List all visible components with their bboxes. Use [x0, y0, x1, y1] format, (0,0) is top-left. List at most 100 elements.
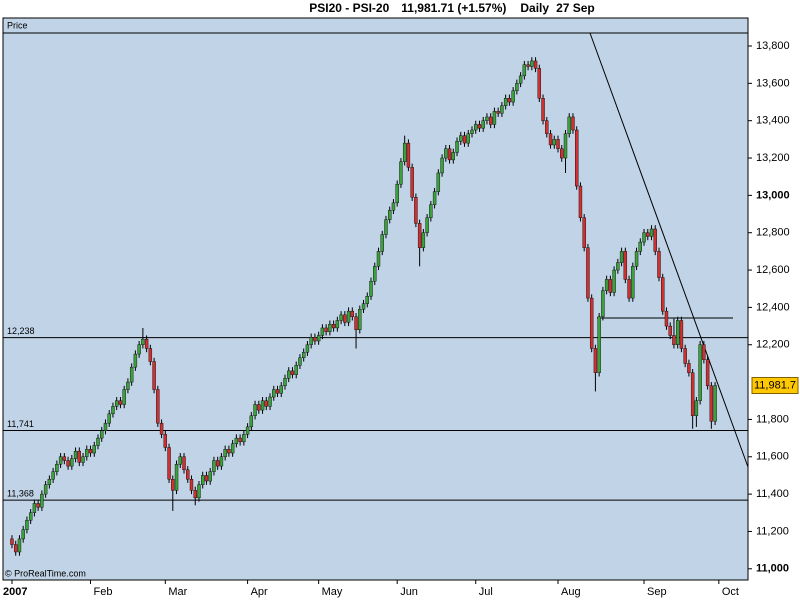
- candle-body: [245, 426, 250, 435]
- candle-body: [709, 385, 714, 422]
- candle-body: [668, 325, 672, 336]
- y-tick-label: 12,400: [756, 301, 790, 313]
- candle-body: [197, 484, 201, 499]
- candle-body: [642, 232, 646, 243]
- candle-body: [702, 344, 706, 360]
- level-label: 11,741: [7, 419, 34, 429]
- candle-body: [406, 142, 411, 168]
- candle-body: [201, 475, 205, 485]
- candle-body: [316, 335, 321, 342]
- candle-body: [649, 228, 654, 237]
- candle-body: [470, 129, 474, 134]
- candle-body: [204, 475, 209, 482]
- candle-body: [515, 83, 519, 92]
- y-axis-label: Price: [7, 20, 28, 30]
- candle-body: [77, 450, 81, 463]
- candle-body: [275, 389, 280, 394]
- candle-body: [672, 335, 676, 345]
- x-tick-label: May: [322, 586, 343, 598]
- candle-body: [675, 320, 680, 345]
- candle-body: [14, 544, 18, 553]
- x-tick-label: Apr: [251, 586, 268, 598]
- candle-body: [227, 449, 231, 454]
- y-tick-label: 13,200: [756, 152, 790, 164]
- candle-body: [530, 60, 534, 67]
- candle-body: [148, 348, 153, 362]
- candle-body: [260, 400, 265, 411]
- candle-body: [451, 152, 455, 161]
- candle-body: [305, 344, 310, 353]
- candle-body: [163, 434, 168, 448]
- level-label: 11,368: [7, 488, 34, 498]
- candle-body: [126, 381, 130, 390]
- candle-body: [331, 324, 336, 329]
- candle-body: [589, 297, 594, 349]
- x-tick-label: Jun: [400, 586, 418, 598]
- candle-body: [88, 449, 93, 454]
- candle-body: [279, 385, 283, 394]
- candle-body: [193, 490, 197, 499]
- y-tick-label: 11,600: [756, 451, 789, 463]
- candle-body: [238, 437, 242, 443]
- candle-body: [230, 443, 235, 454]
- candle-body: [582, 217, 586, 248]
- candle-body: [152, 361, 156, 390]
- candle-body: [47, 478, 52, 485]
- y-tick-label: 13,800: [756, 40, 790, 52]
- candle-body: [575, 129, 579, 187]
- candle-body: [51, 471, 55, 480]
- candle-body: [339, 314, 343, 321]
- candle-body: [627, 279, 631, 299]
- y-tick-label: 12,800: [756, 227, 790, 239]
- candle-body: [541, 98, 545, 121]
- candle-body: [73, 450, 78, 459]
- candle-body: [462, 135, 467, 144]
- candle-body: [664, 310, 669, 327]
- candle-body: [223, 449, 227, 457]
- candle-body: [36, 503, 40, 508]
- candle-body: [309, 337, 313, 345]
- candle-body: [17, 538, 22, 553]
- x-tick-label: Aug: [561, 586, 581, 598]
- y-tick-label: 13,600: [756, 77, 790, 89]
- candle-body: [511, 90, 515, 103]
- candle-body: [500, 105, 504, 114]
- candle-body: [103, 422, 108, 431]
- title-period: Daily: [520, 1, 549, 15]
- candle-body: [107, 413, 111, 424]
- candle-body: [81, 456, 85, 463]
- candle-body: [320, 327, 325, 336]
- candle-body: [414, 197, 418, 224]
- candle-body: [563, 133, 568, 159]
- candle-body: [507, 98, 512, 103]
- candle-body: [560, 148, 564, 159]
- candle-body: [526, 64, 530, 67]
- x-tick-label: Jul: [479, 586, 493, 598]
- candle-body: [159, 422, 164, 435]
- candle-body: [713, 385, 717, 422]
- candle-body: [417, 223, 422, 248]
- candle-body: [328, 324, 332, 332]
- candle-body: [85, 449, 89, 457]
- x-tick-label: Mar: [168, 586, 187, 598]
- candle-body: [346, 310, 351, 323]
- candle-body: [186, 469, 190, 480]
- candle-body: [410, 167, 414, 198]
- candle-body: [619, 251, 624, 263]
- candle-body: [272, 389, 276, 398]
- candle-body: [100, 430, 104, 439]
- candle-body: [257, 404, 261, 411]
- candle-body: [634, 251, 639, 267]
- candle-body: [548, 133, 553, 146]
- candle-body: [638, 241, 642, 252]
- candle-body: [481, 120, 485, 129]
- candles: 12,238 11,741 11,368: [3, 57, 748, 556]
- candle-body: [661, 277, 665, 312]
- candle-body: [601, 290, 605, 317]
- candle-body: [167, 447, 171, 480]
- candle-body: [533, 60, 538, 69]
- candle-body: [234, 437, 239, 444]
- candle-body: [324, 327, 328, 332]
